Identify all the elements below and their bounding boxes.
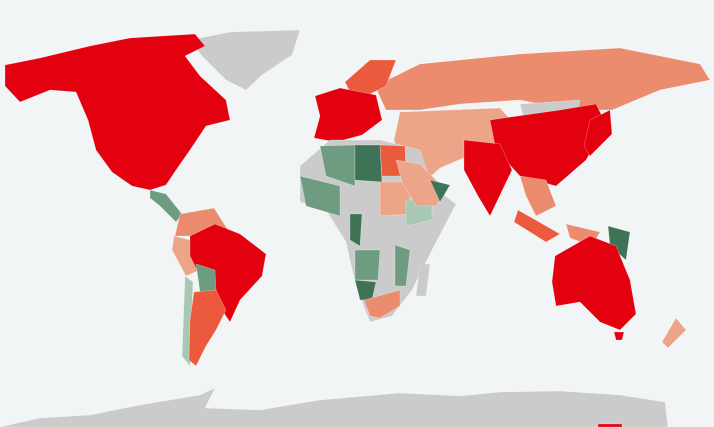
region-south-africa[interactable] [363, 289, 401, 319]
region-congo[interactable] [349, 213, 363, 247]
region-tasmania[interactable] [613, 331, 625, 341]
region-papua-new-guinea[interactable] [607, 225, 631, 261]
region-antarctica-patch[interactable] [597, 423, 623, 427]
region-sahel[interactable] [299, 175, 341, 217]
region-arabia[interactable] [395, 159, 447, 207]
region-antarctica[interactable] [0, 387, 669, 427]
region-australia[interactable] [551, 235, 637, 331]
region-greenland[interactable] [189, 29, 301, 91]
region-southeast-asia[interactable] [519, 175, 557, 217]
region-central-america[interactable] [149, 189, 183, 223]
region-japan[interactable] [583, 109, 613, 157]
region-russia[interactable] [374, 47, 711, 111]
region-new-zealand[interactable] [661, 317, 687, 349]
region-algeria[interactable] [319, 144, 356, 187]
region-libya[interactable] [354, 144, 383, 183]
region-peru[interactable] [171, 235, 201, 277]
region-mozambique[interactable] [394, 244, 411, 287]
region-oman[interactable] [429, 179, 451, 203]
region-argentina[interactable] [188, 289, 227, 367]
region-angola[interactable] [354, 249, 381, 281]
region-indonesia-west[interactable] [513, 209, 561, 243]
region-india[interactable] [463, 139, 513, 217]
region-europe[interactable] [313, 87, 383, 143]
region-north-america[interactable] [4, 33, 231, 191]
country-regions [0, 29, 711, 427]
region-madagascar[interactable] [415, 263, 431, 297]
